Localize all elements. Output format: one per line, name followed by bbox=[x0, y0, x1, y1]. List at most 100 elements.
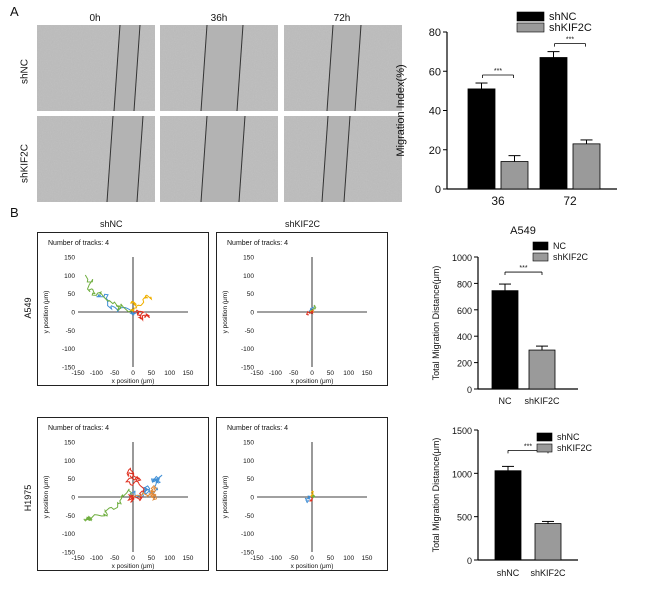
track-plot: Number of tracks: 4 -150-150 -100 -100 -50 -5… bbox=[37, 232, 209, 386]
panel-b-letter: B bbox=[10, 205, 19, 220]
wound-micrograph bbox=[284, 116, 402, 202]
significance-label: *** bbox=[494, 68, 502, 75]
cell-line-label-a549: A549 bbox=[23, 297, 33, 319]
x-tick-label: NC bbox=[499, 396, 512, 406]
x-tick-label: 50 bbox=[148, 370, 156, 377]
y-tick-label: 200 bbox=[457, 359, 472, 369]
x-tick-label: 100 bbox=[343, 370, 354, 377]
legend-swatch bbox=[532, 241, 549, 251]
y-tick-label: -150 bbox=[241, 365, 254, 372]
x-tick-label: 150 bbox=[183, 370, 194, 377]
y-tick-label: 0 bbox=[71, 495, 75, 502]
y-tick-label: -100 bbox=[62, 346, 75, 353]
y-tick-label: 60 bbox=[429, 66, 441, 78]
significance-label: *** bbox=[566, 37, 574, 44]
y-tick-label: 1500 bbox=[452, 426, 472, 436]
y-axis-label: y position (μm) bbox=[222, 476, 229, 519]
track-count-label: Number of tracks: 4 bbox=[227, 240, 288, 247]
y-tick-label: 0 bbox=[467, 556, 472, 566]
track-count-label: Number of tracks: 4 bbox=[227, 425, 288, 432]
bar bbox=[539, 57, 568, 190]
y-axis-label: Total Migration Distance(μm) bbox=[431, 438, 441, 553]
y-tick-label: 0 bbox=[467, 385, 472, 395]
bar bbox=[572, 143, 601, 190]
track-plot: Number of tracks: 4 -150-150 -100 -100 -50 -5… bbox=[216, 232, 388, 386]
y-tick-label: 600 bbox=[457, 306, 472, 316]
y-tick-label: 0 bbox=[250, 495, 254, 502]
h1975-migration-distance-chart: 0 500 1000 1500 Total Migration Distance(μm)… bbox=[431, 426, 593, 578]
timepoint-label-72h: 72h bbox=[333, 13, 351, 24]
legend-label: shKIF2C bbox=[549, 22, 592, 34]
cell-track bbox=[129, 294, 153, 313]
x-tick-label: 100 bbox=[343, 555, 354, 562]
y-tick-label: 100 bbox=[243, 273, 254, 280]
bar bbox=[467, 88, 496, 190]
wound-edge-left bbox=[326, 25, 334, 111]
legend-swatch bbox=[516, 22, 545, 33]
cell-track bbox=[311, 493, 316, 499]
x-tick-label: -50 bbox=[110, 555, 120, 562]
wound-edge-left bbox=[200, 25, 208, 111]
y-tick-label: -150 bbox=[62, 550, 75, 557]
migration-index-chart: 0 20 40 60 80 Migration Index(%) 36 *** 72 *** shN… bbox=[395, 11, 617, 208]
x-tick-label: 100 bbox=[164, 555, 175, 562]
y-tick-label: 1000 bbox=[452, 469, 472, 479]
x-tick-label: 50 bbox=[327, 370, 335, 377]
condition-label-shnc: shNC bbox=[19, 59, 31, 85]
column-label-shkif2c: shKIF2C bbox=[285, 219, 321, 229]
wound-micrograph bbox=[37, 25, 155, 111]
wound-edge-left bbox=[321, 116, 329, 202]
y-tick-label: 150 bbox=[243, 440, 254, 447]
timepoint-label-0h: 0h bbox=[89, 13, 101, 24]
significance-label: *** bbox=[519, 265, 527, 272]
y-tick-label: 0 bbox=[71, 310, 75, 317]
y-tick-label: 50 bbox=[247, 476, 255, 483]
y-tick-label: 50 bbox=[68, 291, 76, 298]
a549-migration-distance-chart: 0 200 400 600 800 1000 Total Migration Distanc… bbox=[431, 225, 589, 406]
wound-micrograph bbox=[160, 25, 278, 111]
cell-track bbox=[84, 274, 134, 313]
y-axis-label: Total Migration Distance(μm) bbox=[431, 266, 441, 381]
significance-label: *** bbox=[524, 443, 532, 450]
y-axis-label: y position (μm) bbox=[43, 476, 50, 519]
bar bbox=[528, 349, 556, 390]
cell-track bbox=[309, 496, 314, 503]
legend-swatch bbox=[532, 252, 549, 262]
x-tick-label: -100 bbox=[269, 370, 282, 377]
legend-swatch bbox=[536, 443, 553, 453]
legend-label: NC bbox=[553, 241, 566, 251]
y-tick-label: -50 bbox=[245, 328, 255, 335]
y-tick-label: -50 bbox=[66, 513, 76, 520]
x-tick-label: 100 bbox=[164, 370, 175, 377]
x-tick-label: -150 bbox=[250, 370, 263, 377]
timepoint-label-36h: 36h bbox=[210, 13, 228, 24]
wound-edge-right bbox=[136, 116, 144, 202]
y-axis-label: y position (μm) bbox=[222, 291, 229, 334]
wound-micrograph bbox=[284, 25, 402, 111]
legend-swatch bbox=[516, 11, 545, 22]
x-tick-label: -150 bbox=[71, 370, 84, 377]
wound-edge-right bbox=[354, 25, 362, 111]
x-axis-label: x position (μm) bbox=[291, 563, 334, 570]
y-tick-label: -150 bbox=[62, 365, 75, 372]
x-axis-label: x position (μm) bbox=[291, 378, 334, 385]
x-tick-label: -100 bbox=[269, 555, 282, 562]
cell-track bbox=[306, 310, 315, 316]
y-tick-label: 50 bbox=[68, 476, 76, 483]
x-tick-label: -50 bbox=[110, 370, 120, 377]
y-tick-label: 150 bbox=[243, 255, 254, 262]
x-tick-label: 0 bbox=[310, 370, 314, 377]
x-tick-label: shKIF2C bbox=[524, 396, 560, 406]
x-tick-label: 72 bbox=[563, 194, 577, 208]
wound-edge-right bbox=[238, 116, 246, 202]
wound-edge-right bbox=[236, 25, 244, 111]
wound-edge-left bbox=[113, 25, 121, 111]
y-tick-label: 150 bbox=[64, 255, 75, 262]
x-tick-label: 50 bbox=[148, 555, 156, 562]
y-tick-label: 100 bbox=[64, 273, 75, 280]
wound-edge-right bbox=[343, 116, 351, 202]
x-tick-label: 150 bbox=[362, 555, 373, 562]
bar bbox=[534, 523, 562, 561]
y-tick-label: -100 bbox=[241, 346, 254, 353]
y-tick-label: -100 bbox=[241, 531, 254, 538]
